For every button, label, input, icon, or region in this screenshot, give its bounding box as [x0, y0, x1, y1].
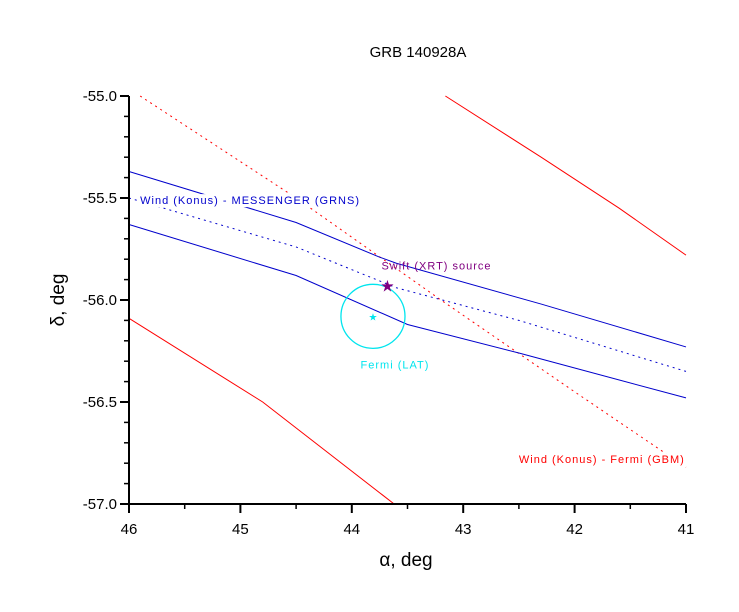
- konus-gbm-lower-line: [128, 317, 395, 505]
- annotation-label: Wind (Konus) - Fermi (GBM): [519, 454, 685, 466]
- swift-xrt-label: Swift (XRT) source: [381, 261, 491, 273]
- annotation-bg: [138, 194, 362, 208]
- x-axis-label: α, deg: [379, 550, 432, 571]
- fermi-lat-circle: [340, 283, 406, 349]
- konus-messenger-upper-line: [128, 171, 687, 348]
- konus-gbm-center-line: [139, 95, 687, 468]
- chart-title: GRB 140928A: [370, 44, 467, 61]
- y-tick-label: -56.0: [83, 292, 117, 309]
- y-tick-label: -55.5: [83, 190, 117, 207]
- y-tick-label: -55.0: [83, 88, 117, 105]
- konus-messenger-lower-line: [128, 224, 687, 399]
- x-tick-label: 45: [232, 521, 249, 538]
- swift-xrt-star-icon: ★: [380, 279, 394, 296]
- konus-messenger-center-line: [128, 197, 687, 372]
- annotation-label: Wind (Konus) - MESSENGER (GRNS): [140, 195, 360, 207]
- x-tick-label: 46: [121, 521, 138, 538]
- annotation-bg: [516, 453, 705, 467]
- y-tick-label: -57.0: [83, 496, 117, 513]
- x-tick-label: 44: [343, 521, 360, 538]
- konus-gbm-upper-line: [445, 95, 687, 256]
- x-tick-label: 41: [678, 521, 695, 538]
- x-tick-label: 43: [455, 521, 472, 538]
- y-tick-label: -56.5: [83, 394, 117, 411]
- fermi-lat-label: Fermi (LAT): [361, 359, 430, 371]
- fermi-lat-star-icon: ★: [368, 312, 377, 323]
- y-axis-label: δ, deg: [48, 274, 69, 327]
- x-tick-label: 42: [566, 521, 583, 538]
